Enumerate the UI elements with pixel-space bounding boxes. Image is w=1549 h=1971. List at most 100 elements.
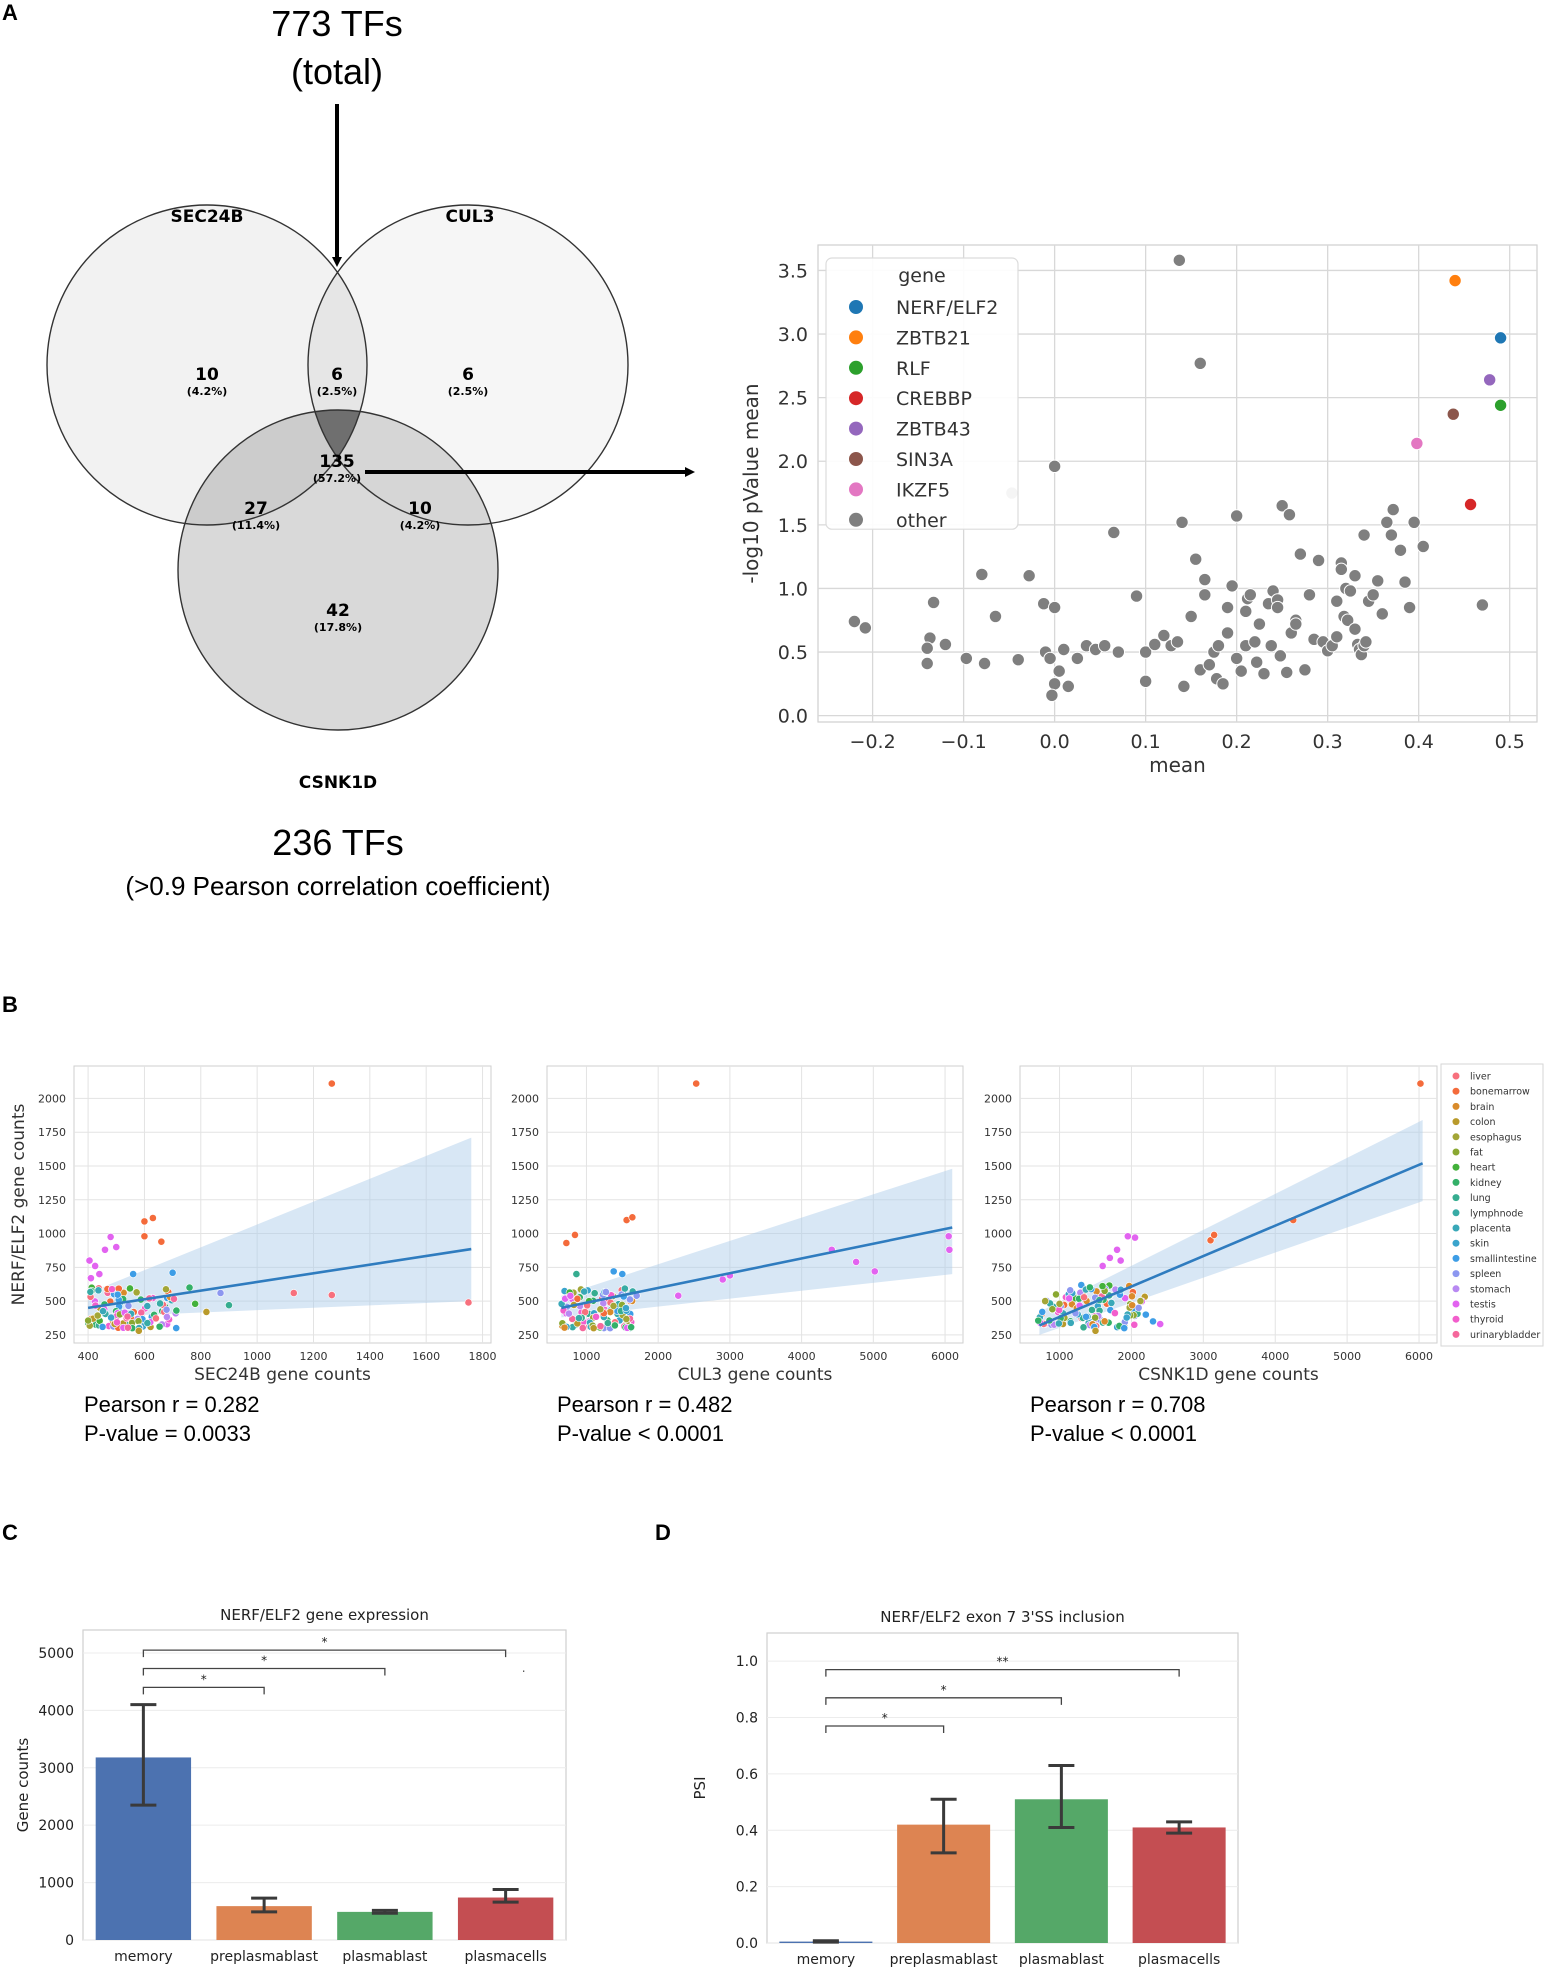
volcano-scatter-chart: −0.2 −0.1 0.0 0.1 0.2 0.3 0.4 0.5 0.0 0.5 1.0 1.5 2.… [739, 244, 1538, 777]
volcano-legend-marker [849, 330, 863, 345]
csnk1d-point [1156, 1320, 1165, 1328]
psi-bar-chart: 0.0 0.2 0.4 0.6 0.8 1.0 memory preplasmablast pl… [691, 1608, 1239, 1968]
csnk1d-point [1052, 1290, 1060, 1299]
csnk1d-x-tick-label: 4000 [1261, 1350, 1289, 1363]
sec24b-y-tick-label: 500 [45, 1295, 66, 1308]
csnk1d-point [1110, 1309, 1119, 1318]
volcano-point-other [1475, 598, 1490, 612]
tissue-legend-label: placenta [1470, 1224, 1511, 1235]
volcano-point-other [1220, 626, 1235, 640]
cul3-point [592, 1312, 600, 1321]
cul3-point [578, 1324, 587, 1332]
cul3-point [945, 1245, 954, 1254]
volcano-point-other [1273, 649, 1288, 663]
volcano-point-highlight [1482, 373, 1497, 387]
csnk1d-y-tick-label: 250 [991, 1329, 1012, 1342]
tissue-legend-label: skin [1470, 1239, 1489, 1250]
cul3-x-tick-label: 4000 [788, 1350, 816, 1363]
sec24b-point [191, 1299, 200, 1308]
tissue-legend-marker [1452, 1163, 1460, 1171]
panel-letter-a: A [2, 0, 18, 25]
volcano-point-other [1097, 638, 1112, 653]
csnk1d-point [1128, 1301, 1137, 1310]
venn-region-ab-count: 6 [331, 365, 343, 385]
sec24b-point [185, 1283, 194, 1292]
volcano-point-other [1298, 663, 1312, 677]
csnk1d-point [1080, 1293, 1088, 1302]
sec24b-point [113, 1318, 121, 1327]
csnk1d-point [1091, 1326, 1100, 1335]
sec24b-point [143, 1302, 152, 1310]
sec24b-point [162, 1285, 170, 1294]
venn-set-label-b: CUL3 [446, 207, 495, 227]
psi-significance-bracket [825, 1697, 1063, 1705]
volcano-y-axis-label: -log10 pValue mean [739, 383, 763, 583]
venn-ac-clip [178, 410, 367, 525]
sec24b-regression-line [87, 1247, 472, 1310]
sec24b-point [216, 1289, 225, 1297]
tissue-legend-label: lung [1470, 1193, 1491, 1204]
tissue-legend-label: esophagus [1470, 1132, 1522, 1143]
volcano-point-other [926, 595, 941, 610]
sec24b-point [172, 1324, 181, 1332]
psi-y-tick-label: 0.2 [736, 1880, 758, 1896]
psi-significance-bracket [825, 1725, 945, 1733]
volcano-y-tick-label: 3.5 [778, 260, 808, 282]
venn-region-ab-pct: (2.5%) [317, 385, 358, 398]
volcano-point-other [1216, 677, 1230, 691]
csnk1d-point [1079, 1323, 1088, 1332]
volcano-point-other [1172, 253, 1187, 267]
csnk1d-point [1122, 1313, 1131, 1322]
cul3-x-tick-label: 3000 [716, 1350, 744, 1363]
venn-diagram: 773 TFs (total) SEC24B CUL3 CSNK1D 10 (4… [46, 3, 695, 901]
sec24b-point [202, 1308, 211, 1316]
cul3-scatter-chart: 1000 2000 3000 4000 5000 6000 250 500 750 1000 125… [511, 1065, 964, 1446]
volcano-point-other [1334, 562, 1349, 577]
sec24b-point [225, 1301, 233, 1310]
csnk1d-point [1149, 1317, 1157, 1326]
csnk1d-point [1206, 1236, 1215, 1245]
cul3-y-tick-label: 1250 [511, 1194, 539, 1207]
tissue-legend-marker [1452, 1330, 1460, 1338]
tissue-legend-marker [1452, 1133, 1460, 1141]
sec24b-point [113, 1290, 122, 1299]
volcano-point-other [920, 656, 934, 671]
volcano-point-other [1249, 655, 1264, 669]
expr-bar [337, 1911, 433, 1940]
sec24b-point [134, 1326, 143, 1335]
cul3-point [870, 1267, 879, 1276]
cul3-point [596, 1322, 605, 1331]
venn-total-label: (total) [291, 51, 383, 92]
sec24b-y-axis-label: NERF/ELF2 gene counts [9, 1104, 29, 1306]
venn-region-bc-fill [308, 410, 498, 525]
csnk1d-point [1098, 1282, 1107, 1291]
volcano-x-axis-label: mean [1149, 753, 1206, 777]
cul3-point [609, 1267, 618, 1276]
volcano-point-other [1061, 679, 1075, 694]
sec24b-point [98, 1322, 107, 1331]
csnk1d-point [1116, 1256, 1125, 1265]
csnk1d-point [1088, 1306, 1096, 1314]
sec24b-point [168, 1268, 177, 1277]
csnk1d-point [1066, 1318, 1075, 1327]
expr-bar [457, 1897, 554, 1940]
tissue-legend-label: liver [1470, 1072, 1491, 1083]
tissue-legend-marker [1452, 1102, 1460, 1110]
expr-y-tick-label: 0 [65, 1933, 74, 1949]
volcano-point-other [1270, 600, 1285, 615]
tissue-legend-marker [1452, 1209, 1460, 1217]
volcano-point-other [938, 637, 953, 652]
csnk1d-y-tick-label: 750 [991, 1261, 1012, 1274]
volcano-point-other [1170, 635, 1185, 649]
venn-region-ac-fill [178, 410, 367, 525]
sec24b-point [123, 1312, 132, 1321]
sec24b-point [162, 1305, 171, 1314]
volcano-point-other [1239, 604, 1253, 619]
tissue-legend-marker [1452, 1118, 1460, 1126]
csnk1d-point [1082, 1312, 1090, 1321]
volcano-point-other [1280, 665, 1294, 680]
cul3-point [560, 1323, 569, 1332]
csnk1d-point [1130, 1320, 1139, 1329]
tissue-legend-label: smallintestine [1470, 1254, 1537, 1265]
venn-subset-criterion: (>0.9 Pearson correlation coefficient) [125, 871, 550, 901]
